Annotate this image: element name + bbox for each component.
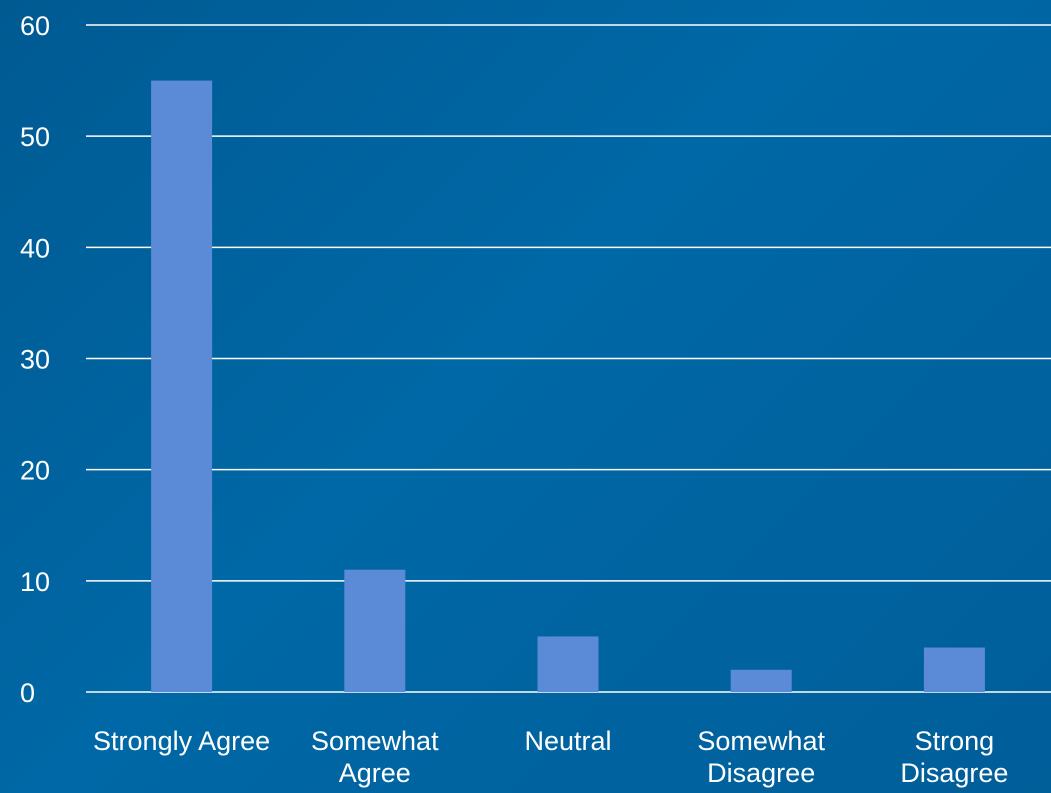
y-tick-label: 20 — [20, 456, 50, 486]
y-tick-label: 60 — [20, 11, 50, 41]
bar — [730, 669, 792, 692]
y-tick-label: 30 — [20, 345, 50, 375]
y-tick-label: 10 — [20, 567, 50, 597]
y-tick-label: 40 — [20, 233, 50, 263]
gridlines — [86, 24, 1051, 693]
x-category-label: Strong Disagree — [900, 726, 1008, 788]
y-tick-label: 50 — [20, 122, 50, 152]
x-category-label: Strongly Agree — [93, 726, 270, 756]
bar — [151, 80, 213, 693]
bars — [151, 80, 985, 693]
y-axis-tick-labels: 0 10 20 30 40 50 60 — [20, 11, 50, 708]
bar — [923, 647, 985, 692]
x-category-label: Somewhat Agree — [311, 726, 439, 788]
x-axis-category-labels: Strongly Agree Somewhat Agree Neutral Somewh… — [93, 726, 1008, 788]
x-category-label: Neutral — [524, 726, 611, 756]
bar — [344, 569, 406, 692]
bar — [537, 636, 599, 692]
x-category-label: Somewhat Disagree — [697, 726, 825, 788]
y-tick-label: 0 — [20, 678, 35, 708]
